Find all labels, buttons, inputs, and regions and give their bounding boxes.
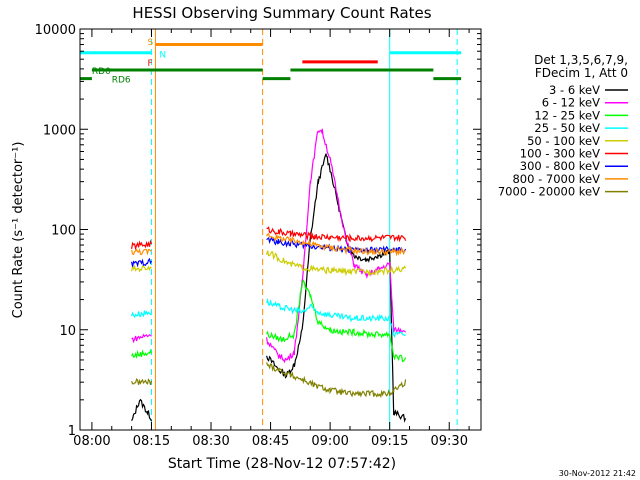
x-tick-label-4: 09:00	[311, 434, 348, 449]
legend-entry-8: 7000 - 20000 keV	[498, 185, 600, 199]
legend-entry-5: 100 - 300 keV	[520, 147, 600, 161]
y-tick-label-3: 1000	[43, 123, 76, 138]
flag-label-n: N	[159, 50, 166, 60]
x-tick-label-3: 08:45	[252, 434, 289, 449]
x-tick-label-0: 08:00	[73, 434, 110, 449]
chart-title: HESSI Observing Summary Count Rates	[132, 4, 431, 22]
legend-entry-0: 3 - 6 keV	[549, 83, 600, 97]
series-line-4	[131, 250, 407, 277]
legend-header-0: Det 1,3,5,6,7,9,	[534, 53, 628, 67]
state-flag-bars	[80, 43, 462, 81]
legend-entry-1: 6 - 12 keV	[542, 96, 600, 110]
footer-timestamp: 30-Nov-2012 21:42	[559, 469, 636, 478]
y-tick-label-4: 10000	[35, 23, 76, 38]
series-line-1	[131, 128, 407, 364]
legend-entry-7: 800 - 7000 keV	[512, 172, 600, 186]
series-line-0	[131, 153, 407, 423]
flag-label-s: S	[147, 38, 153, 48]
series-lines	[131, 128, 407, 423]
y-tick-label-2: 100	[51, 224, 76, 239]
series-line-5	[131, 226, 407, 251]
axes-ticks: 08:00 08:15 08:30 08:45 09:00 09:15 09:30 1 10 10…	[35, 23, 481, 449]
series-line-8	[131, 362, 407, 399]
flag-label-rd0: RD0	[92, 67, 111, 77]
x-axis-label: Start Time (28-Nov-12 07:57:42)	[168, 456, 396, 472]
legend-entry-6: 300 - 800 keV	[520, 159, 600, 173]
flag-label-f: F	[147, 59, 152, 69]
series-line-7	[131, 232, 407, 257]
y-tick-label-1: 10	[59, 324, 76, 339]
legend-header-1: FDecim 1, Att 0	[535, 66, 628, 80]
series-line-3	[131, 297, 406, 338]
series-line-2	[131, 279, 407, 363]
legend-entry-2: 12 - 25 keV	[534, 108, 600, 122]
x-tick-label-6: 09:30	[431, 434, 468, 449]
flag-label-rd6: RD6	[112, 76, 131, 86]
y-axis-label: Count Rate (s⁻¹ detector⁻¹)	[11, 142, 26, 319]
legend-entry-4: 50 - 100 keV	[527, 134, 600, 148]
x-tick-label-1: 08:15	[133, 434, 170, 449]
y-tick-label-0: 1	[68, 424, 76, 439]
x-tick-label-2: 08:30	[192, 434, 229, 449]
x-tick-label-5: 09:15	[371, 434, 408, 449]
legend: Det 1,3,5,6,7,9,FDecim 1, Att 0 3 - 6 keV…	[498, 53, 628, 199]
legend-entry-3: 25 - 50 keV	[534, 121, 600, 135]
